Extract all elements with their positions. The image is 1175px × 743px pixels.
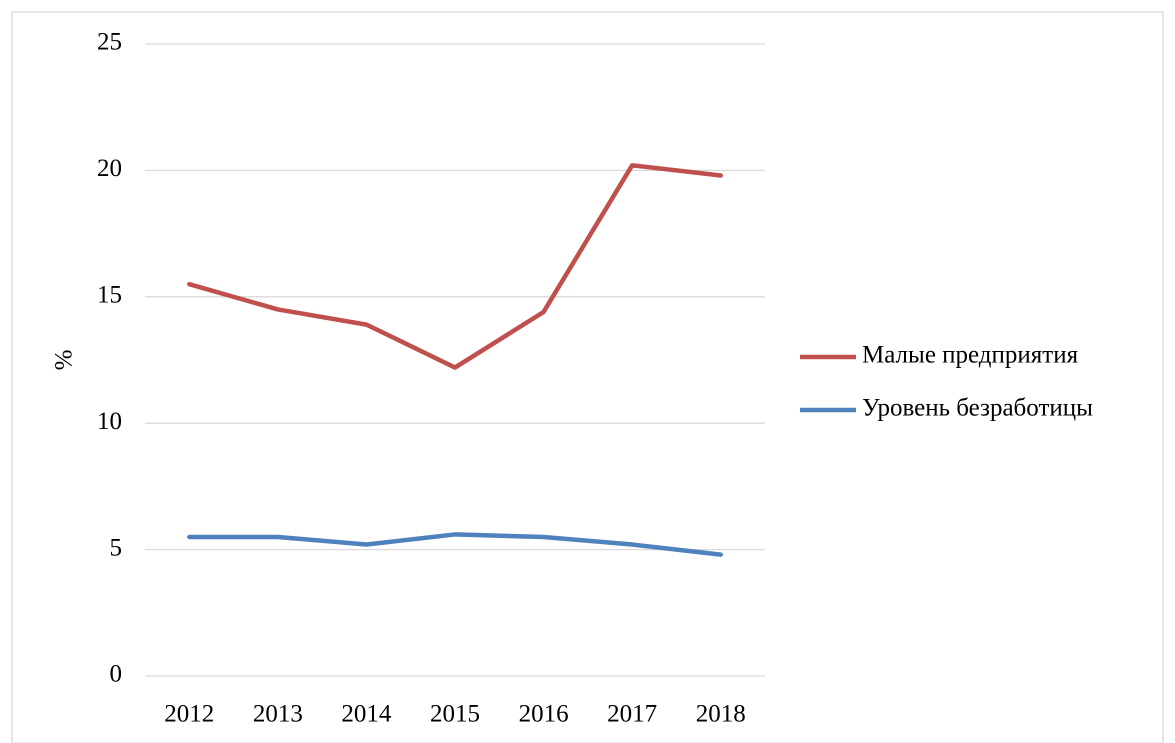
series-line <box>187 532 723 557</box>
x-tick-label: 2013 <box>253 701 303 728</box>
y-tick-label: 10 <box>97 408 122 435</box>
y-tick-label: 20 <box>97 155 122 182</box>
x-tick-label: 2018 <box>696 701 746 728</box>
series-line <box>187 163 723 370</box>
legend-label: Уровень безработицы <box>862 395 1093 422</box>
x-tick-label: 2012 <box>164 701 214 728</box>
legend-label: Малые предприятия <box>862 342 1079 369</box>
y-tick-label: 0 <box>110 661 123 688</box>
x-tick-label: 2015 <box>430 701 480 728</box>
x-tick-label: 2016 <box>519 701 569 728</box>
x-tick-label: 2014 <box>341 701 392 728</box>
chart-frame <box>11 11 1164 743</box>
y-tick-label: 5 <box>110 534 123 561</box>
y-axis-label: % <box>51 350 78 371</box>
y-tick-label: 25 <box>97 29 122 56</box>
y-tick-label: 15 <box>97 282 122 309</box>
x-tick-label: 2017 <box>607 701 657 728</box>
